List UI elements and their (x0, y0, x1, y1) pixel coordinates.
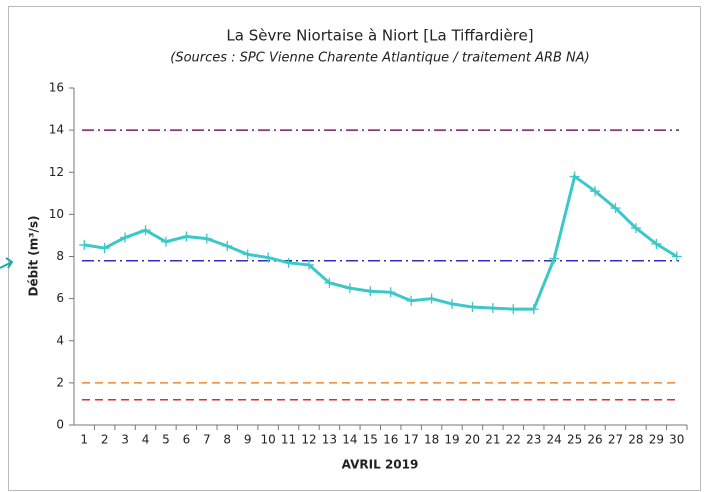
data-marker (201, 233, 212, 244)
data-marker (447, 298, 458, 309)
x-tick-label: 7 (203, 433, 211, 447)
data-marker (222, 240, 233, 251)
x-tick-label: 25 (567, 433, 582, 447)
data-marker (467, 302, 478, 313)
x-tick-label: 29 (649, 433, 664, 447)
y-tick-label: 16 (49, 81, 64, 95)
x-tick-label: 20 (465, 433, 480, 447)
arrow-icon (0, 257, 14, 269)
x-tick-label: 5 (162, 433, 170, 447)
x-tick-label: 22 (506, 433, 521, 447)
data-marker (365, 286, 376, 297)
y-tick-label: 0 (56, 418, 64, 432)
data-marker (487, 303, 498, 314)
x-tick-label: 11 (281, 433, 296, 447)
data-marker (630, 223, 641, 234)
x-tick-label: 23 (526, 433, 541, 447)
y-tick-label: 8 (56, 249, 64, 263)
data-marker (406, 295, 417, 306)
y-tick-label: 10 (49, 207, 64, 221)
data-marker (671, 251, 682, 262)
x-tick-label: 30 (669, 433, 684, 447)
y-tick-label: 4 (56, 333, 64, 347)
data-marker (181, 231, 192, 242)
x-tick-label: 8 (223, 433, 231, 447)
x-tick-label: 12 (301, 433, 316, 447)
data-marker (263, 252, 274, 263)
data-marker (303, 259, 314, 270)
data-marker (385, 287, 396, 298)
x-tick-label: 19 (444, 433, 459, 447)
y-tick-label: 12 (49, 165, 64, 179)
y-axis-label: Débit (m³/s) (27, 216, 41, 297)
x-axis-label: AVRIL 2019 (342, 458, 419, 472)
data-marker (283, 257, 294, 268)
data-marker (344, 283, 355, 294)
x-tick-label: 24 (547, 433, 562, 447)
x-tick-label: 15 (363, 433, 378, 447)
data-marker (528, 304, 539, 315)
x-tick-label: 27 (608, 433, 623, 447)
x-tick-label: 10 (260, 433, 275, 447)
x-tick-label: 21 (485, 433, 500, 447)
data-marker (324, 277, 335, 288)
x-tick-label: 9 (244, 433, 252, 447)
y-tick-label: 2 (56, 375, 64, 389)
data-marker (549, 253, 560, 264)
data-marker (140, 225, 151, 236)
y-tick-label: 14 (49, 123, 64, 137)
chart-subtitle: (Sources : SPC Vienne Charente Atlantiqu… (170, 51, 590, 66)
data-marker (508, 304, 519, 315)
y-tick-label: 6 (56, 291, 64, 305)
x-tick-label: 26 (587, 433, 602, 447)
data-marker (99, 243, 110, 254)
x-tick-label: 17 (404, 433, 419, 447)
x-tick-label: 4 (142, 433, 150, 447)
x-tick-label: 16 (383, 433, 398, 447)
x-tick-label: 14 (342, 433, 357, 447)
x-tick-label: 18 (424, 433, 439, 447)
data-marker (590, 186, 601, 197)
data-marker (79, 239, 90, 250)
x-tick-label: 3 (121, 433, 129, 447)
data-marker (120, 232, 131, 243)
data-marker (610, 203, 621, 214)
x-tick-label: 13 (322, 433, 337, 447)
chart-title: La Sèvre Niortaise à Niort [La Tiffardiè… (226, 27, 533, 45)
data-marker (569, 171, 580, 182)
data-marker (160, 236, 171, 247)
data-line (83, 173, 678, 311)
chart-frame (8, 6, 701, 491)
x-tick-label: 6 (183, 433, 191, 447)
data-marker (651, 238, 662, 249)
x-tick-label: 28 (628, 433, 643, 447)
x-tick-label: 2 (101, 433, 109, 447)
data-marker (242, 249, 253, 260)
x-tick-label: 1 (80, 433, 88, 447)
data-marker (426, 293, 437, 304)
